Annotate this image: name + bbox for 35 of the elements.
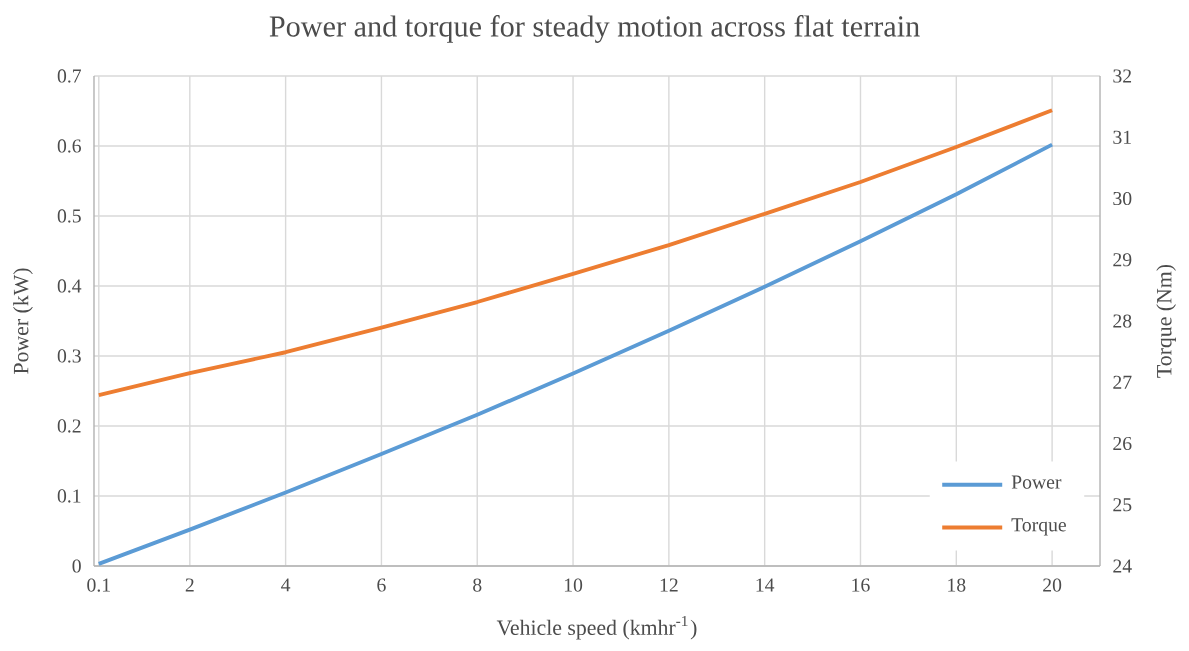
x-tick-label: 16 <box>852 578 870 592</box>
y-tick-label: 0.5 <box>57 209 81 223</box>
y2-tick-label: 25 <box>1113 498 1132 512</box>
x-tick-label: 2 <box>185 578 194 592</box>
y2-tick-label: 29 <box>1113 253 1132 267</box>
x-tick-label: 18 <box>948 578 966 592</box>
x-tick-label: 6 <box>377 578 386 592</box>
y2-tick-label: 30 <box>1113 191 1132 206</box>
y-tick-label: 0 <box>72 559 81 573</box>
x-tick-label: 4 <box>281 578 291 592</box>
legend-label: Power <box>1011 475 1062 489</box>
y-axis-title: Power (kW) <box>13 268 33 374</box>
y2-tick-label: 28 <box>1113 314 1132 328</box>
y2-tick-label: 26 <box>1113 436 1132 450</box>
chart-title: Power and torque for steady motion across flat terrain <box>269 15 920 43</box>
y-tick-label: 0.4 <box>57 279 82 293</box>
line-series <box>96 108 1055 397</box>
y2-tick-label: 32 <box>1113 69 1132 83</box>
y-tick-label: 0.2 <box>57 419 81 433</box>
x-tick-label: 0.1 <box>87 578 110 592</box>
x-tick-label: 10 <box>564 578 583 592</box>
x-tick-label: 8 <box>473 578 482 592</box>
y2-tick-label: 27 <box>1113 375 1132 389</box>
y-tick-label: 0.7 <box>57 69 82 83</box>
x-axis-title: Vehicle speed (kmhr$^{-1}$) <box>496 615 697 640</box>
y-tick-label: 0.3 <box>57 349 81 363</box>
y2-tick-label: 24 <box>1113 559 1132 573</box>
y2-tick-label: 31 <box>1113 130 1131 144</box>
y2-axis-title: Torque (Nm) <box>1156 264 1176 378</box>
y-tick-label: 0.1 <box>57 489 81 503</box>
legend-label: Torque <box>1011 518 1066 536</box>
y-tick-label: 0.6 <box>57 139 82 153</box>
x-tick-label: 14 <box>756 578 775 592</box>
x-tick-label: 20 <box>1043 578 1062 592</box>
x-tick-label: 12 <box>660 578 678 592</box>
